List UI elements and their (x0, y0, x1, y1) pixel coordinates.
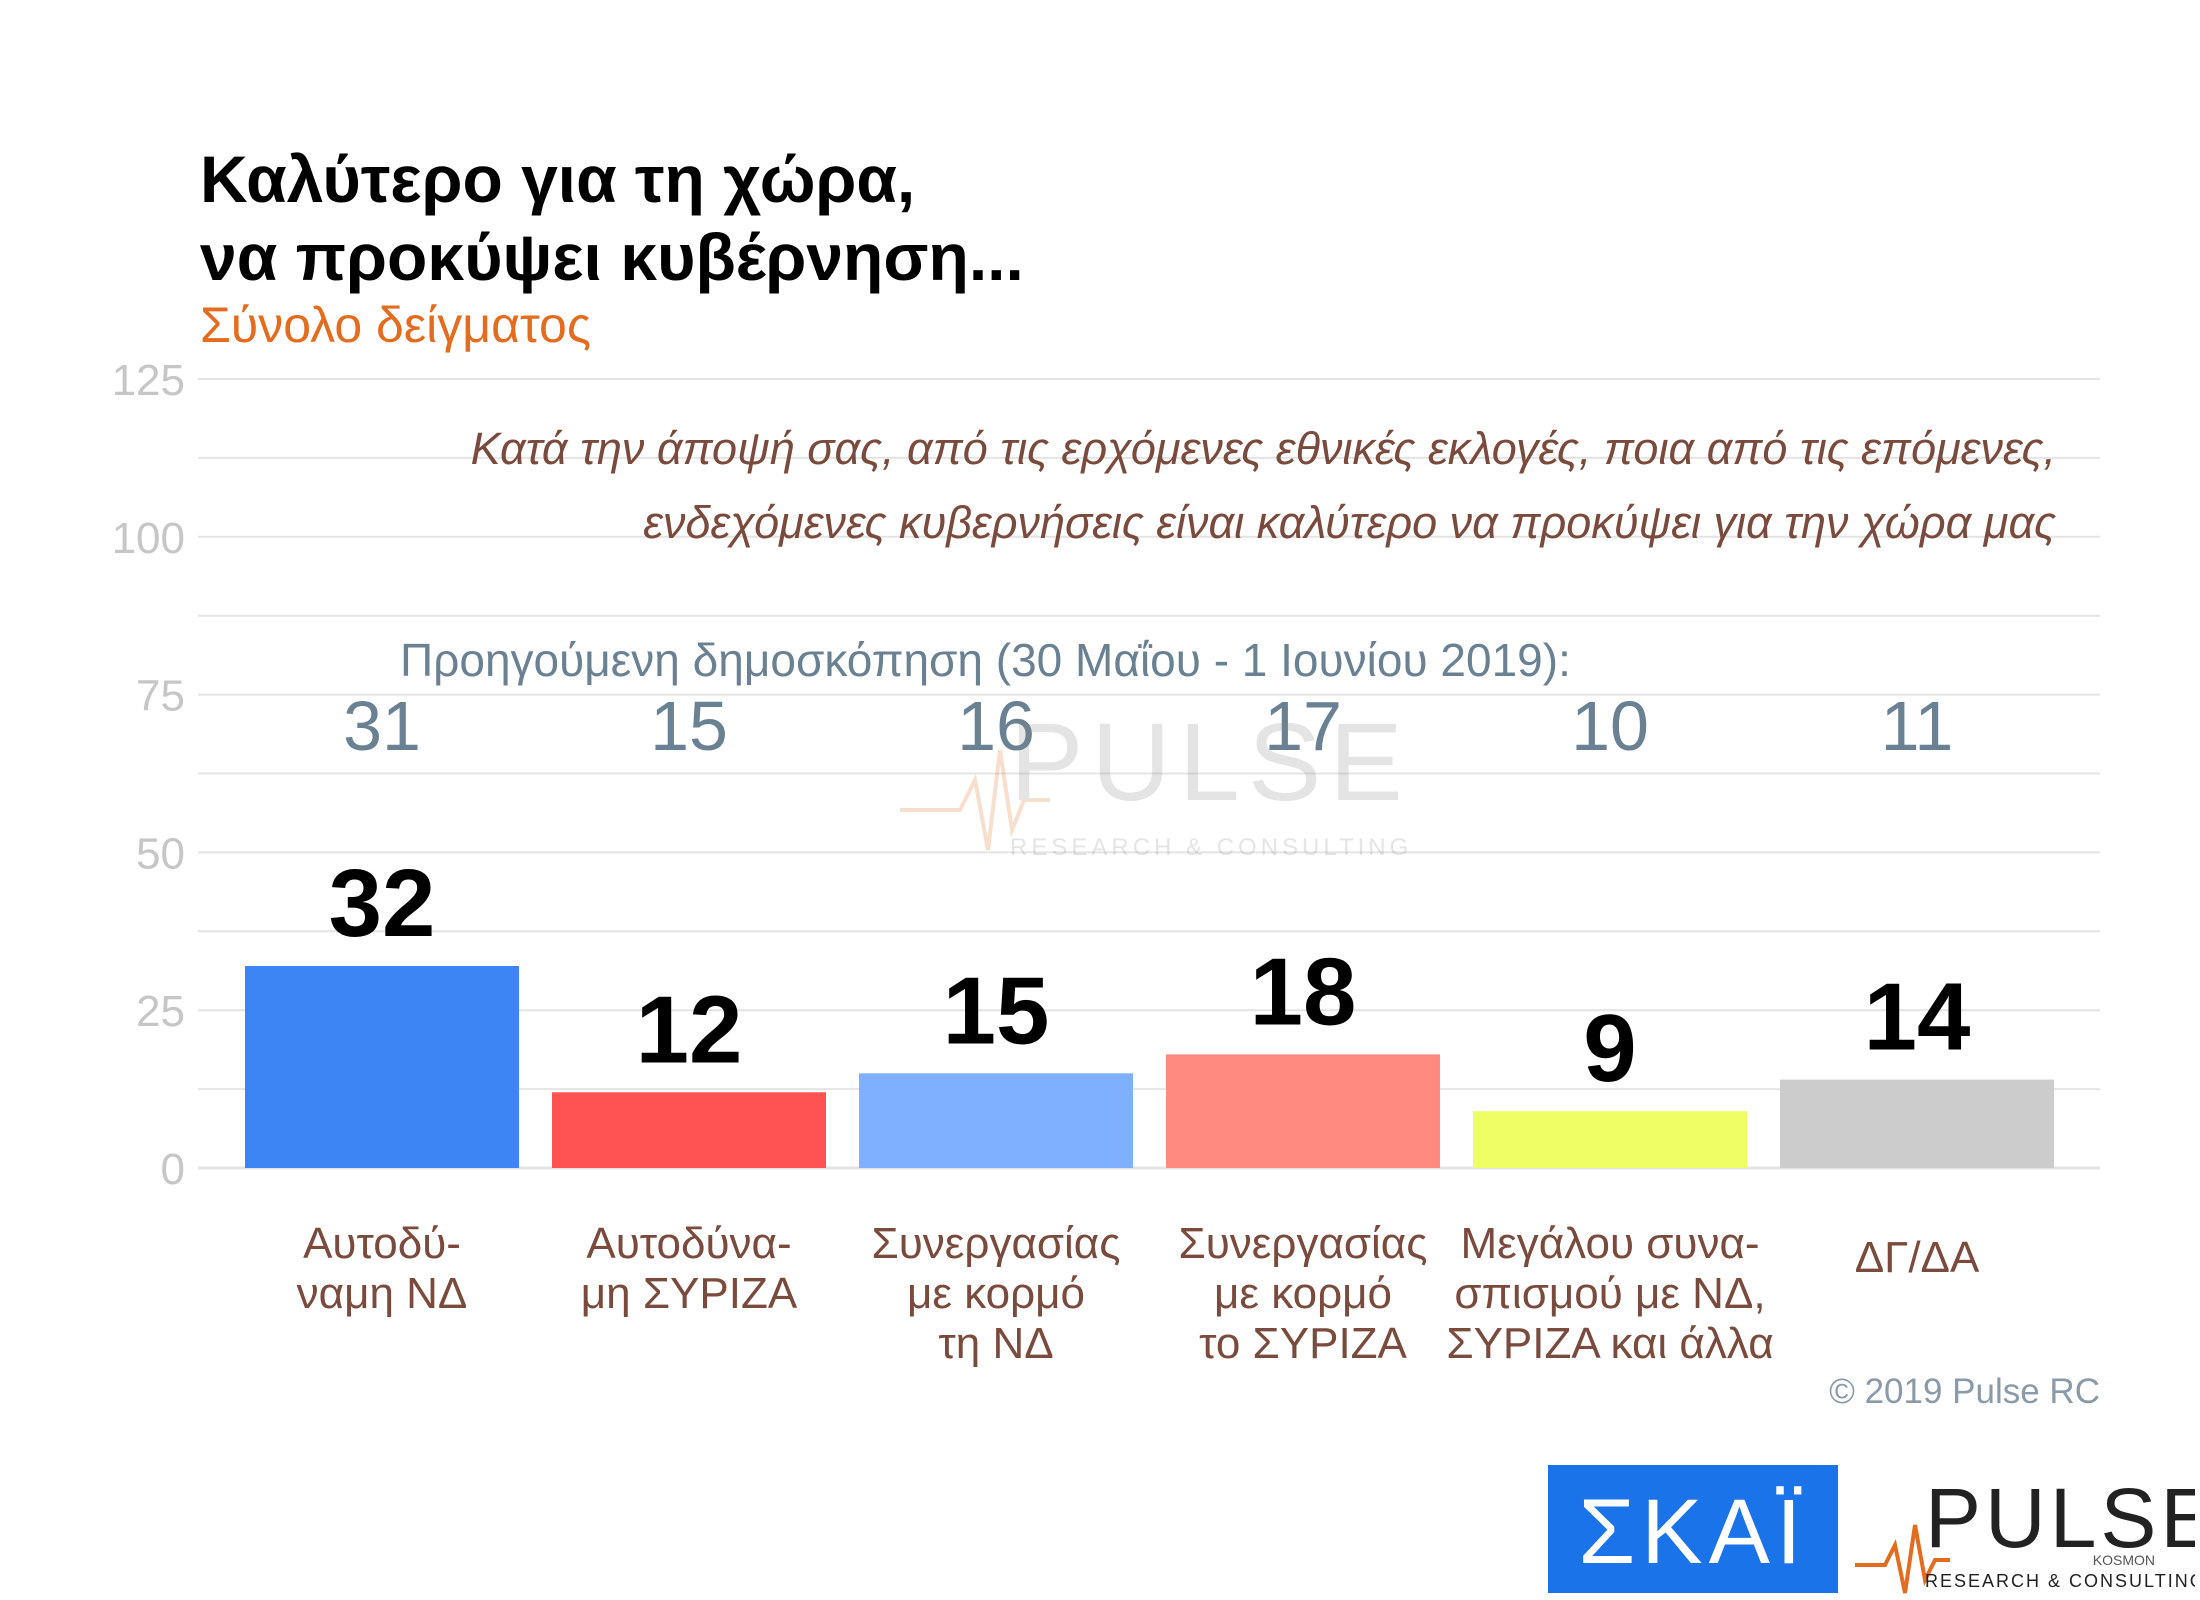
question-line-2: ενδεχόμενες κυβερνήσεις είναι καλύτερο ν… (643, 497, 2056, 548)
bar-value-label: 9 (1583, 995, 1636, 1102)
y-tick-label: 0 (161, 1145, 185, 1194)
bar-value-label: 12 (636, 976, 743, 1083)
category-label: μη ΣΥΡΙΖΑ (581, 1269, 798, 1318)
bar-value-label: 32 (329, 850, 436, 957)
category-label: με κορμό (1214, 1269, 1392, 1318)
category-label: Συνεργασίας (1179, 1219, 1428, 1268)
previous-poll-label: Προηγούμενη δημοσκόπηση (30 Μαΐου - 1 Ιο… (400, 634, 1571, 686)
category-label: Αυτοδύ- (303, 1219, 461, 1268)
category-label: Συνεργασίας (872, 1219, 1121, 1268)
bar (1473, 1111, 1747, 1168)
y-tick-label: 50 (136, 829, 185, 878)
copyright-text: © 2019 Pulse RC (1829, 1372, 2100, 1411)
previous-value-label: 15 (650, 687, 728, 765)
category-label: τη ΝΔ (938, 1319, 1053, 1368)
bar-value-label: 15 (943, 957, 1050, 1064)
category-label: σπισμού με ΝΔ, (1454, 1269, 1765, 1318)
bar (859, 1073, 1133, 1168)
chart-subtitle: Σύνολο δείγματος (200, 297, 591, 353)
y-tick-label: 25 (136, 987, 185, 1036)
bar (245, 966, 519, 1168)
previous-value-label: 17 (1264, 687, 1342, 765)
category-label: Αυτοδύνα- (586, 1219, 791, 1268)
y-tick-label: 75 (136, 672, 185, 721)
previous-value-label: 31 (343, 687, 421, 765)
category-label: ΔΓ/ΔΑ (1855, 1233, 1980, 1282)
previous-value-label: 16 (957, 687, 1035, 765)
bar (552, 1092, 826, 1168)
question-line-1: Κατά την άποψή σας, από τις ερχόμενες εθ… (470, 423, 2056, 474)
pulse-watermark: PULSE RESEARCH & CONSULTING (900, 701, 1412, 861)
previous-value-label: 10 (1571, 687, 1649, 765)
previous-value-label: 11 (1881, 687, 1954, 765)
question-text: Κατά την άποψή σας, από τις ερχόμενες εθ… (256, 412, 2056, 560)
svg-text:RESEARCH & CONSULTING: RESEARCH & CONSULTING (1010, 834, 1412, 861)
svg-text:PULSE: PULSE (1010, 701, 1411, 824)
bar (1166, 1054, 1440, 1168)
bar-value-label: 14 (1864, 964, 1971, 1071)
category-label: ναμη ΝΔ (297, 1269, 468, 1318)
svg-text:PULSE: PULSE (1925, 1471, 2195, 1565)
svg-text:KOSMON: KOSMON (2093, 1552, 2155, 1568)
bar-value-label: 18 (1250, 938, 1357, 1045)
category-label: το ΣΥΡΙΖΑ (1199, 1319, 1407, 1368)
category-label: ΣΥΡΙΖΑ και άλλα (1446, 1319, 1773, 1368)
category-label: Μεγάλου συνα- (1460, 1219, 1759, 1268)
y-tick-label: 125 (112, 356, 185, 405)
pulse-logo: PULSE KOSMON RESEARCH & CONSULTING (1855, 1465, 2200, 1595)
svg-text:RESEARCH & CONSULTING: RESEARCH & CONSULTING (1925, 1571, 2195, 1591)
bar (1780, 1079, 2054, 1168)
y-tick-label: 100 (112, 514, 185, 563)
skai-logo: ΣΚΑΪ (1548, 1465, 1838, 1593)
svg-text:ΣΚΑΪ: ΣΚΑΪ (1578, 1481, 1807, 1583)
title-line-2: να προκύψει κυβέρνηση... (200, 220, 1024, 294)
title-line-1: Καλύτερο για τη χώρα, (200, 142, 916, 216)
chart-title: Καλύτερο για τη χώρα, να προκύψει κυβέρν… (200, 140, 1024, 296)
category-label: με κορμό (907, 1269, 1085, 1318)
